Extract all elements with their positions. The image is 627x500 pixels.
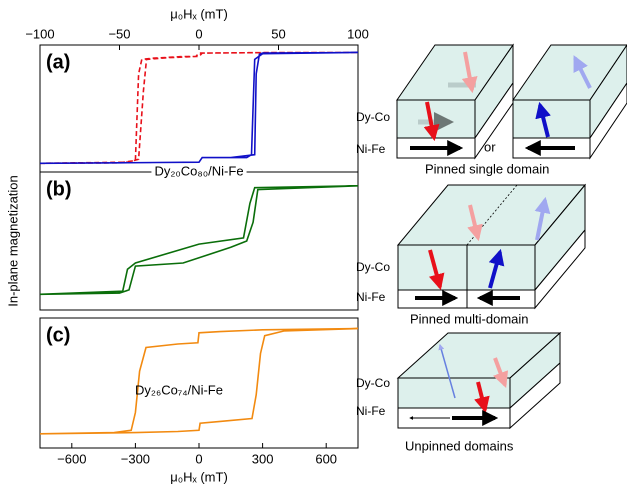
- block-front: [396, 99, 476, 139]
- x-tick-label: −300: [121, 451, 150, 466]
- block-front: [512, 99, 591, 139]
- x-tick-label: 600: [315, 451, 337, 466]
- x-tick-label: −600: [57, 451, 86, 466]
- nife-side: [509, 361, 561, 430]
- layer-label: Ni-Fe: [356, 290, 386, 304]
- caption: Pinned multi-domain: [410, 311, 529, 326]
- data-line: [39, 51, 358, 165]
- arrow: [534, 196, 551, 241]
- panel-label: (c): [46, 324, 70, 346]
- arrow: [467, 204, 483, 242]
- x-tick-label: 0: [195, 26, 202, 41]
- x-axis-label: μ₀Hₓ (mT): [170, 469, 228, 484]
- nife-side: [534, 228, 586, 310]
- panel-label: (b): [46, 178, 72, 200]
- arrow: [573, 55, 592, 89]
- caption: Pinned single domain: [425, 161, 549, 176]
- x-tick-label: 100: [347, 26, 369, 41]
- arrow: [428, 249, 445, 291]
- nife-side: [589, 82, 627, 160]
- data-line: [39, 185, 359, 296]
- diagram-single-domain: Dy-Co Ni-Fe or Pinned single domain: [356, 43, 627, 176]
- annotation: Dy₂₆Co₇₄/Ni-Fe: [135, 382, 223, 397]
- layer-label: Ni-Fe: [356, 404, 386, 418]
- x-tick-label: −50: [108, 26, 130, 41]
- x-tick-label: 300: [252, 451, 274, 466]
- arrow: [474, 381, 490, 414]
- panel-label: (a): [46, 51, 70, 73]
- diagram-unpinned: Dy-Co Ni-Fe Unpinned domains: [356, 331, 562, 453]
- layer-label: Dy-Co: [356, 110, 390, 124]
- layer-label: Dy-Co: [356, 260, 390, 274]
- arrow: [438, 343, 456, 399]
- diagram-multi-domain: Dy-Co Ni-Fe Pinned multi-domain: [356, 183, 587, 326]
- x-axis-label: μ₀Hₓ (mT): [170, 6, 228, 21]
- connector: or: [484, 139, 496, 154]
- data-line: [39, 51, 359, 165]
- annotation-bg: [151, 163, 247, 179]
- layer-label: Ni-Fe: [356, 142, 386, 156]
- arrow: [535, 101, 551, 138]
- arrow: [461, 51, 478, 94]
- caption: Unpinned domains: [405, 438, 514, 453]
- block-side: [589, 44, 627, 140]
- plot-frame: [39, 171, 359, 311]
- x-tick-label: 0: [195, 451, 202, 466]
- annotation: Dy₂₀Co₈₀/Ni-Fe: [154, 163, 243, 178]
- x-tick-label: 50: [271, 26, 285, 41]
- layer-label: Dy-Co: [356, 376, 390, 390]
- data-line: [39, 327, 359, 435]
- arrow: [488, 248, 505, 289]
- arrow: [493, 357, 509, 389]
- arrow: [423, 101, 440, 142]
- x-tick-label: −100: [25, 26, 54, 41]
- plot-frame: [39, 44, 359, 173]
- y-axis-label: In-plane magnetization: [5, 175, 20, 307]
